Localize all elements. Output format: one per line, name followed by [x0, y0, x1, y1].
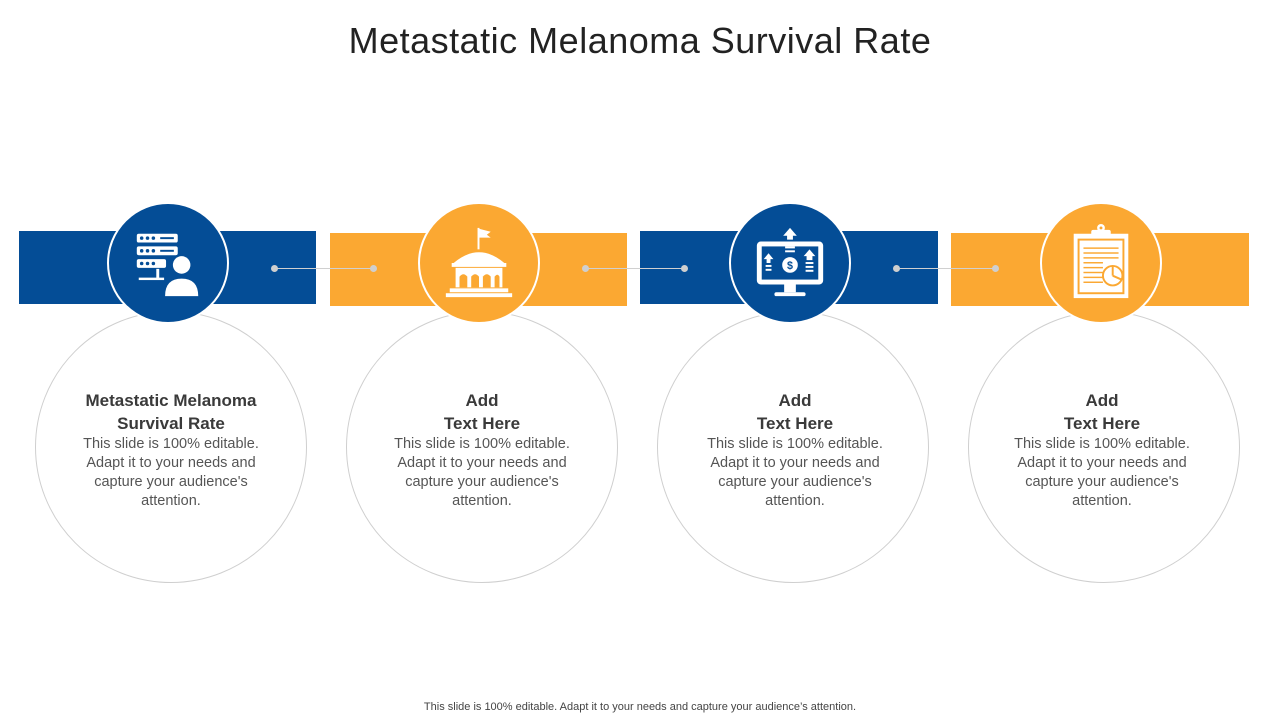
step-description: This slide is 100% editable. Adapt it to… — [1014, 436, 1190, 509]
connector-line-2 — [586, 268, 685, 269]
step-icon-circle-1 — [107, 202, 229, 324]
monitor-dollar-growth-icon: $ — [756, 227, 824, 297]
connector-dot — [893, 265, 900, 272]
step-description: This slide is 100% editable. Adapt it to… — [394, 436, 570, 509]
connector-line-3 — [897, 268, 996, 269]
step-icon-circle-2 — [418, 202, 540, 324]
step-text-circle-3 — [657, 311, 929, 583]
step-heading: Add Text Here — [1063, 391, 1141, 433]
connector-dot — [370, 265, 377, 272]
step-text-circle-4 — [968, 311, 1240, 583]
slide-title: Metastatic Melanoma Survival Rate — [348, 20, 932, 61]
institution-flag-icon — [445, 227, 513, 298]
step-heading: Add Text Here — [443, 391, 521, 433]
connector-dot — [582, 265, 589, 272]
step-card-1: Metastatic Melanoma Survival Rate This s… — [61, 389, 281, 511]
footer-note: This slide is 100% editable. Adapt it to… — [423, 701, 857, 713]
step-description: This slide is 100% editable. Adapt it to… — [83, 436, 259, 509]
step-card-4: Add Text Here This slide is 100% editabl… — [992, 389, 1212, 511]
step-icon-circle-4 — [1040, 202, 1162, 324]
connector-dot — [271, 265, 278, 272]
step-icon-circle-3: $ — [729, 202, 851, 324]
step-heading: Add Text Here — [756, 391, 834, 433]
connector-dot — [681, 265, 688, 272]
connector-line-1 — [274, 268, 374, 269]
clipboard-report-icon — [1073, 224, 1129, 299]
step-card-3: Add Text Here This slide is 100% editabl… — [685, 389, 905, 511]
step-text-circle-2 — [346, 311, 618, 583]
step-description: This slide is 100% editable. Adapt it to… — [707, 436, 883, 509]
step-card-2: Add Text Here This slide is 100% editabl… — [372, 389, 592, 511]
svg-text:$: $ — [787, 260, 793, 272]
connector-dot — [992, 265, 999, 272]
step-text-circle-1 — [35, 311, 307, 583]
step-heading: Metastatic Melanoma Survival Rate — [85, 391, 257, 433]
person-server-icon — [136, 233, 199, 297]
